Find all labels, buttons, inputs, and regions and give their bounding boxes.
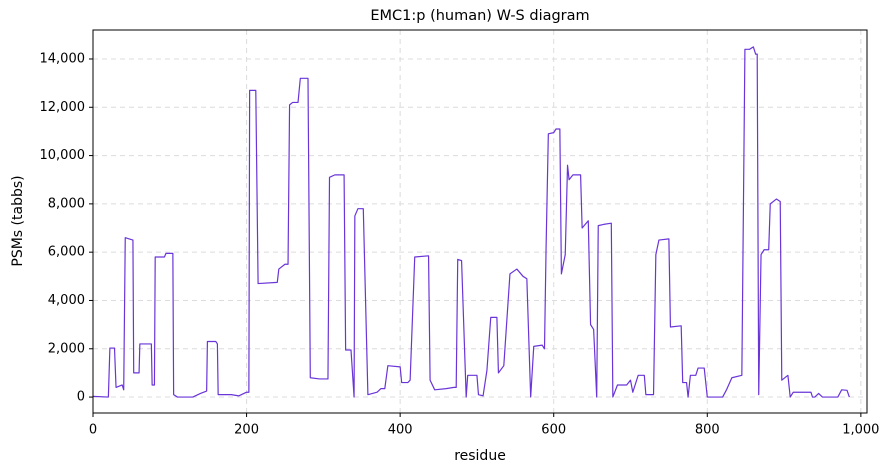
x-axis-label: residue: [454, 448, 506, 464]
x-tick-label: 0: [89, 423, 97, 438]
y-tick-label: 2,000: [48, 341, 85, 356]
x-tick-label: 200: [234, 423, 259, 438]
y-tick-label: 0: [77, 390, 85, 405]
x-tick-label: 1,000: [842, 423, 879, 438]
y-tick-label: 12,000: [40, 100, 86, 115]
chart-title: EMC1:p (human) W-S diagram: [370, 8, 589, 24]
data-line: [92, 46, 850, 398]
x-tick-label: 800: [695, 423, 720, 438]
y-tick-label: 6,000: [48, 245, 85, 260]
y-axis-label: PSMs (tabbs): [10, 175, 26, 266]
plot-frame: [92, 29, 868, 414]
y-tick-label: 8,000: [48, 196, 85, 211]
x-tick-label: 600: [541, 423, 566, 438]
y-tick-label: 4,000: [48, 293, 85, 308]
x-tick-label: 400: [388, 423, 413, 438]
y-tick-label: 10,000: [40, 148, 86, 163]
y-tick-label: 14,000: [40, 51, 86, 66]
